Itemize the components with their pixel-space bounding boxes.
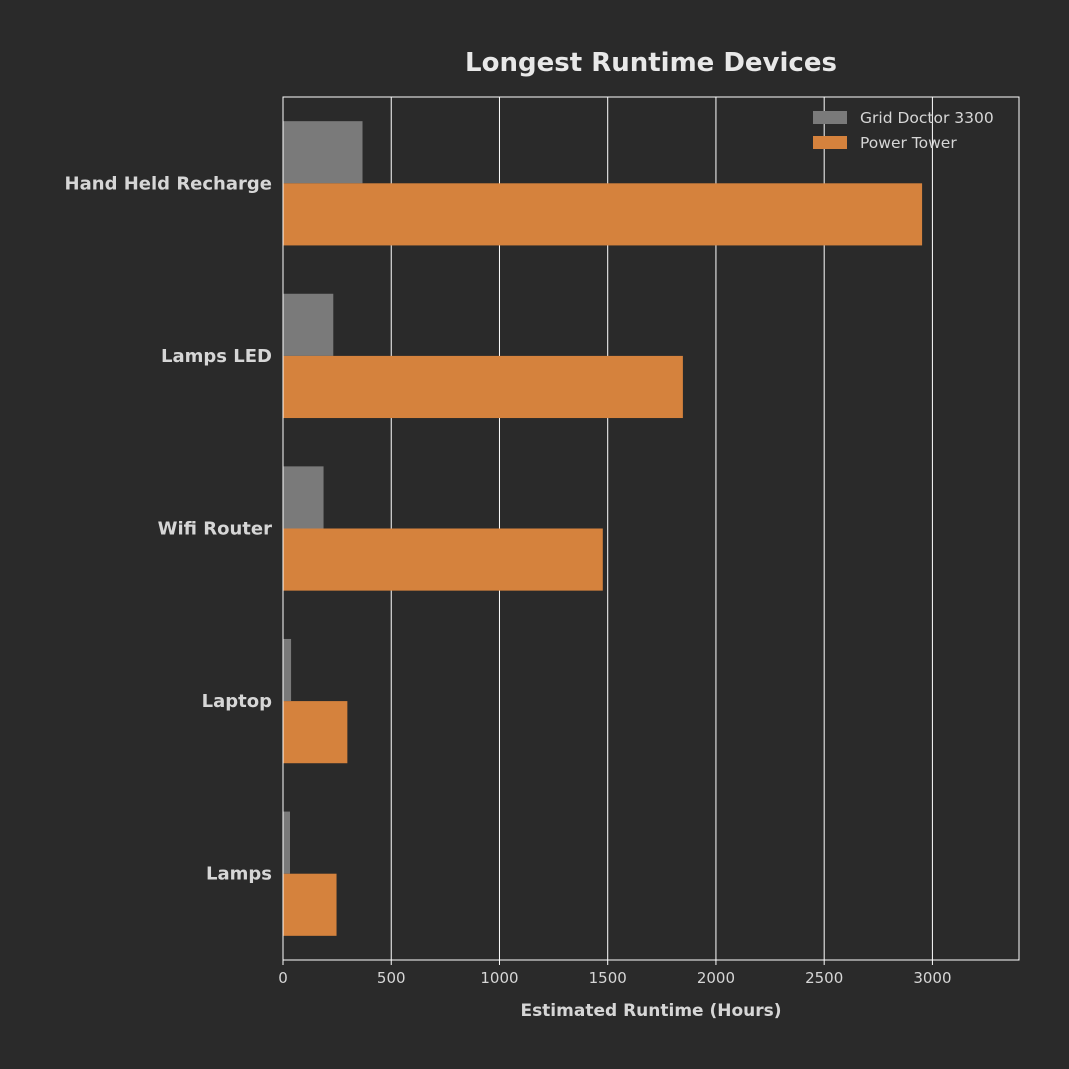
legend-swatch-power-tower: [813, 136, 847, 149]
bar-power-tower-hand-held-recharge: [283, 183, 923, 246]
x-tick-label-1000: 1000: [480, 969, 518, 987]
x-tick-label-1500: 1500: [589, 969, 627, 987]
x-axis-label: Estimated Runtime (Hours): [520, 1001, 781, 1021]
x-tick-label-0: 0: [278, 969, 288, 987]
legend-label-power-tower: Power Tower: [860, 134, 957, 152]
chart-title: Longest Runtime Devices: [465, 48, 837, 78]
bars: [283, 121, 923, 936]
x-axis-ticks: 0 500 1000 1500 2000 2500 3000: [278, 960, 952, 987]
x-tick-label-2000: 2000: [697, 969, 735, 987]
bar-grid-doctor-3300-wifi-router: [283, 466, 324, 529]
legend-label-grid-doctor-3300: Grid Doctor 3300: [860, 109, 994, 127]
bar-grid-doctor-3300-lamps-led: [283, 293, 334, 356]
category-label-laptop: Laptop: [202, 691, 272, 712]
x-tick-label-500: 500: [377, 969, 406, 987]
category-labels: Hand Held Recharge Lamps LED Wifi Router La…: [65, 173, 273, 884]
category-label-lamps-led: Lamps LED: [161, 346, 272, 367]
bar-power-tower-lamps: [283, 873, 337, 936]
bar-grid-doctor-3300-hand-held-recharge: [283, 121, 363, 184]
category-label-hand-held-recharge: Hand Held Recharge: [65, 173, 272, 194]
bar-grid-doctor-3300-lamps: [283, 811, 290, 874]
plot-frame: [282, 96, 1020, 961]
x-tick-label-3000: 3000: [913, 969, 951, 987]
bar-power-tower-lamps-led: [283, 355, 683, 419]
category-label-wifi-router: Wifi Router: [158, 519, 272, 540]
legend-swatch-grid-doctor-3300: [813, 111, 847, 124]
bar-power-tower-laptop: [283, 701, 348, 764]
legend: Grid Doctor 3300 Power Tower: [813, 109, 994, 152]
category-label-lamps: Lamps: [206, 864, 272, 885]
bar-grid-doctor-3300-laptop: [283, 638, 292, 702]
x-tick-label-2500: 2500: [805, 969, 843, 987]
bar-power-tower-wifi-router: [283, 528, 603, 591]
